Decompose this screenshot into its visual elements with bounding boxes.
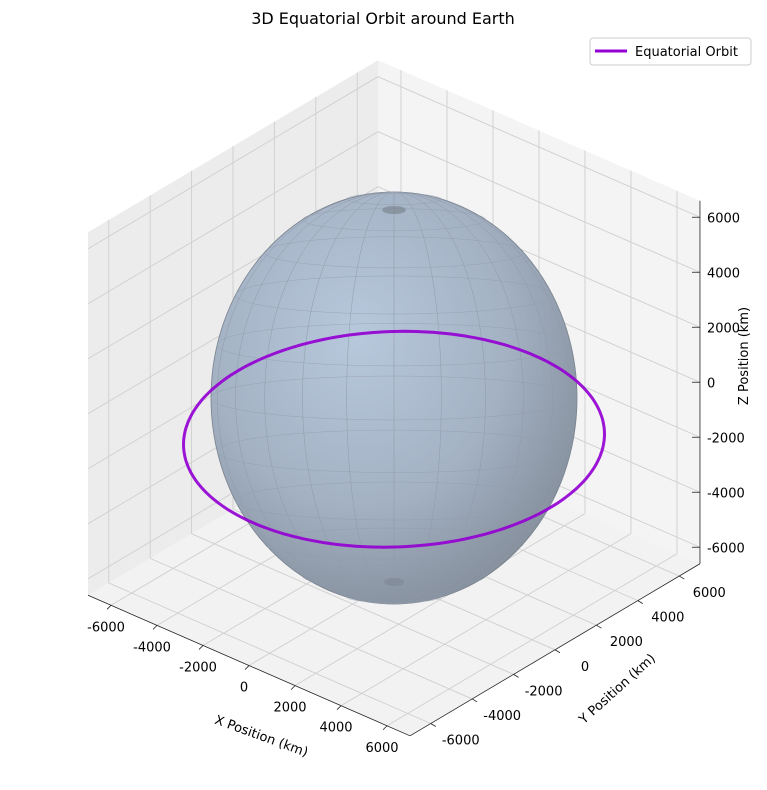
x-tick-mark [382,725,388,731]
y-tick-label: -4000 [483,709,521,724]
x-tick-mark [290,685,296,690]
x-tick-label: 6000 [365,741,398,756]
x-tick-mark [198,645,204,650]
z-tick-label: 0 [707,376,715,391]
floor-gridline-y [149,557,473,700]
chart-title: 3D Equatorial Orbit around Earth [251,9,515,28]
earth-longitude-line [216,191,572,605]
legend-label: Equatorial Orbit [635,45,738,60]
back-gridline-z [377,131,701,273]
y-tick-mark [513,674,519,678]
z-tick-label: -4000 [707,486,745,501]
z-axis-label: Z Position (km) [737,307,752,405]
back-gridline-z [377,76,701,218]
legend-box [589,37,752,66]
z-tick-label: 2000 [707,321,740,336]
floor-gridline-y [108,582,431,724]
y-tick-label: 0 [581,660,589,675]
earth-sphere [210,191,578,605]
north-pole-mark [382,206,406,214]
y-tick-label: -2000 [525,684,563,699]
y-tick-mark [596,624,602,629]
legend: Equatorial Orbit [589,37,752,66]
y-tick-label: 6000 [693,586,726,601]
x-tick-mark [244,665,250,670]
z-tick-label: -6000 [707,541,745,556]
y-tick-label: 2000 [610,635,643,650]
x-tick-mark [106,605,112,610]
y-tick-mark [679,575,685,580]
z-tick-label: 6000 [707,211,740,226]
x-axis-label: X Position (km) [213,713,310,761]
y-tick-mark [471,698,478,703]
y-tick-mark [554,649,561,654]
x-tick-mark [336,705,342,710]
x-tick-label: 0 [240,681,248,696]
equatorial-orbit-series [181,329,607,549]
x-tick-label: -2000 [179,660,217,675]
y-tick-mark [637,600,644,604]
z-tick-label: 4000 [707,266,740,281]
left-gridline-z [87,76,379,250]
y-tick-label: -6000 [442,734,480,749]
south-pole-mark [384,578,404,586]
x-tick-label: -4000 [133,640,171,655]
left-gridline-z [87,131,379,305]
x-tick-mark [152,625,158,630]
orbit-line [181,329,607,549]
y-tick-mark [430,723,436,727]
x-tick-label: 2000 [273,701,306,716]
x-tick-label: -6000 [87,620,125,635]
floor-gridline-y [191,533,514,675]
x-tick-label: 4000 [319,721,352,736]
z-tick-label: -2000 [707,431,745,446]
y-tick-label: 4000 [651,611,684,626]
